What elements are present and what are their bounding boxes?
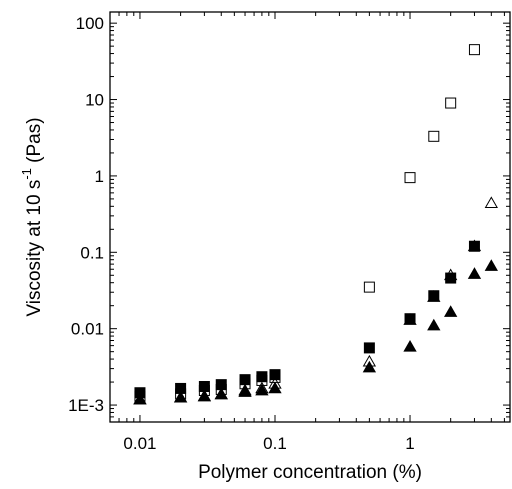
x-axis-label: Polymer concentration (%) <box>198 462 422 483</box>
point-square-open <box>404 172 416 184</box>
point-triangle-filled <box>484 259 498 271</box>
point-triangle-filled <box>427 318 441 331</box>
point-triangle-open <box>467 239 482 252</box>
point-triangle-filled <box>444 305 458 317</box>
point-square-filled <box>445 272 457 284</box>
point-square-filled <box>428 290 440 302</box>
point-square-filled <box>239 374 251 386</box>
point-triangle-open <box>484 196 498 209</box>
y-tick-label: 0.1 <box>80 243 104 262</box>
y-tick-label: 1E-3 <box>68 396 104 415</box>
point-square-filled <box>404 313 416 325</box>
point-square-filled <box>256 371 268 383</box>
point-triangle-filled <box>173 390 188 403</box>
series-square-filled <box>134 240 480 399</box>
y-axis-label: Viscosity at 10 s-1 (Pas) <box>19 117 45 316</box>
point-triangle-filled <box>238 385 252 397</box>
y-axis-label-prefix: Viscosity at 10 s <box>24 180 45 317</box>
point-square-open <box>445 97 457 109</box>
point-triangle-filled <box>467 267 482 279</box>
x-tick-label: 0.01 <box>123 434 156 453</box>
plot-frame <box>109 11 511 423</box>
series-triangle-filled <box>133 259 498 405</box>
data-markers <box>133 44 498 405</box>
x-tick-label: 1 <box>405 434 414 453</box>
point-square-filled <box>363 342 375 354</box>
y-axis-label-exponent: -1 <box>19 168 34 180</box>
point-square-open <box>363 281 375 293</box>
y-tick-label: 0.01 <box>71 320 104 339</box>
y-tick-label: 10 <box>85 91 104 110</box>
y-tick-label: 100 <box>76 14 104 33</box>
point-triangle-filled <box>197 389 212 402</box>
x-tick-label: 0.1 <box>263 434 287 453</box>
y-axis-label-suffix: (Pas) <box>24 117 45 168</box>
point-triangle-open <box>444 268 458 281</box>
point-triangle-filled <box>255 383 269 396</box>
series-square-open <box>134 44 480 402</box>
point-triangle-filled <box>268 381 282 394</box>
point-triangle-filled <box>214 387 228 400</box>
point-triangle-open <box>403 313 417 325</box>
y-tick-label: 1 <box>95 167 104 186</box>
point-triangle-filled <box>133 392 147 405</box>
x-axis-ticks: 0.01 0.1 1 <box>109 12 505 453</box>
plot-border <box>109 11 511 423</box>
point-square-open <box>468 44 480 56</box>
point-triangle-open <box>427 290 441 302</box>
y-axis-ticks: 1E-3 0.01 0.1 1 10 100 <box>68 14 510 423</box>
point-square-open <box>428 130 440 142</box>
point-triangle-filled <box>403 339 417 352</box>
point-triangle-filled <box>362 360 377 373</box>
series-triangle-open <box>133 196 498 405</box>
